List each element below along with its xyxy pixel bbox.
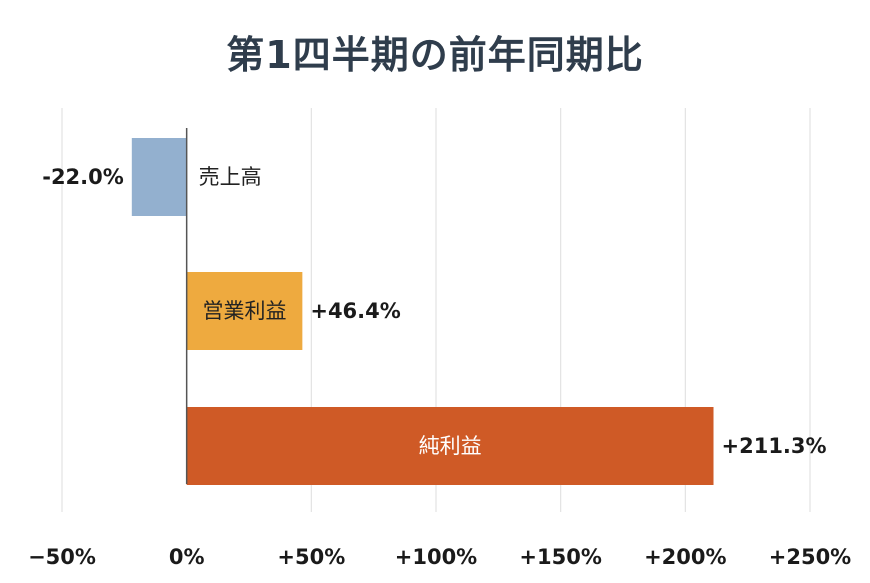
category-label: 純利益	[419, 434, 482, 458]
bar	[186, 272, 303, 350]
x-tick-label: +150%	[519, 545, 601, 569]
data-label: +211.3%	[722, 434, 827, 458]
chart-title: 第1四半期の前年同期比	[226, 33, 644, 77]
x-tick-label: −50%	[28, 545, 96, 569]
bar	[186, 407, 714, 485]
x-tick-label: +50%	[277, 545, 345, 569]
data-label: -22.0%	[42, 165, 124, 189]
x-tick-label: +200%	[644, 545, 726, 569]
x-tick-label: 0%	[169, 545, 205, 569]
x-tick-label: +250%	[769, 545, 851, 569]
category-label: 営業利益	[203, 299, 287, 323]
bar	[131, 138, 187, 216]
category-label: 売上高	[199, 165, 262, 189]
x-tick-label: +100%	[395, 545, 477, 569]
data-label: +46.4%	[310, 299, 400, 323]
